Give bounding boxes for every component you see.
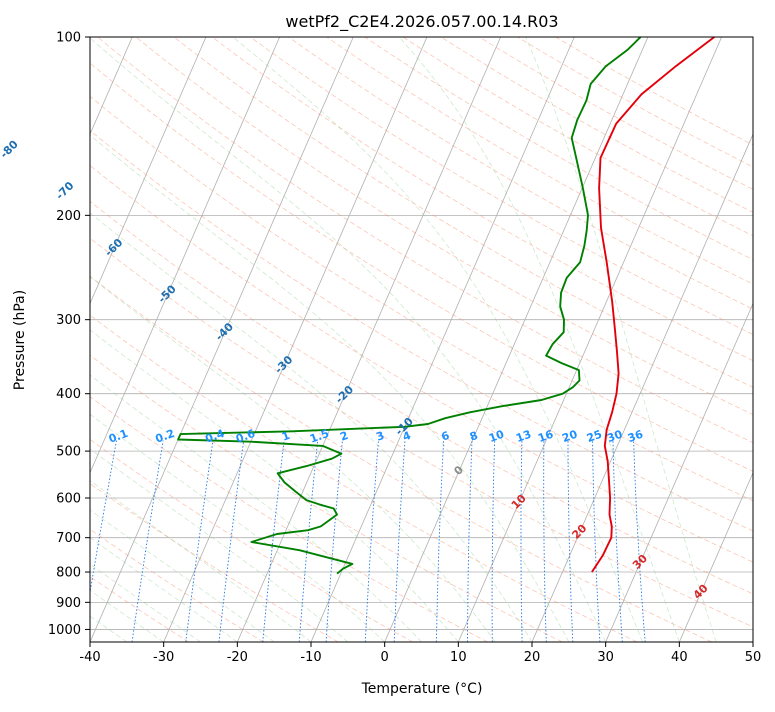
x-tick-label: -30 (153, 650, 174, 665)
x-tick-label: 0 (381, 650, 389, 665)
x-tick-label: 30 (597, 650, 614, 665)
y-tick-label: 300 (56, 313, 81, 328)
y-tick-label: 700 (56, 531, 81, 546)
x-tick-label: -20 (227, 650, 248, 665)
y-tick-label: 900 (56, 596, 81, 611)
x-tick-label: -10 (300, 650, 321, 665)
y-tick-label: 1000 (48, 623, 81, 638)
x-axis-label: Temperature (°C) (361, 681, 483, 697)
x-tick-label: 20 (524, 650, 541, 665)
y-tick-label: 400 (56, 387, 81, 402)
x-tick-label: -40 (79, 650, 100, 665)
chart-title: wetPf2_C2E4.2026.057.00.14.R03 (285, 12, 558, 32)
x-tick-label: 40 (671, 650, 688, 665)
y-axis-label: Pressure (hPa) (12, 290, 28, 390)
x-tick-label: 50 (745, 650, 762, 665)
y-tick-label: 200 (56, 209, 81, 224)
y-tick-label: 100 (56, 31, 81, 46)
y-tick-label: 800 (56, 566, 81, 581)
x-tick-label: 10 (450, 650, 467, 665)
y-tick-label: 600 (56, 492, 81, 507)
y-tick-label: 500 (56, 445, 81, 460)
